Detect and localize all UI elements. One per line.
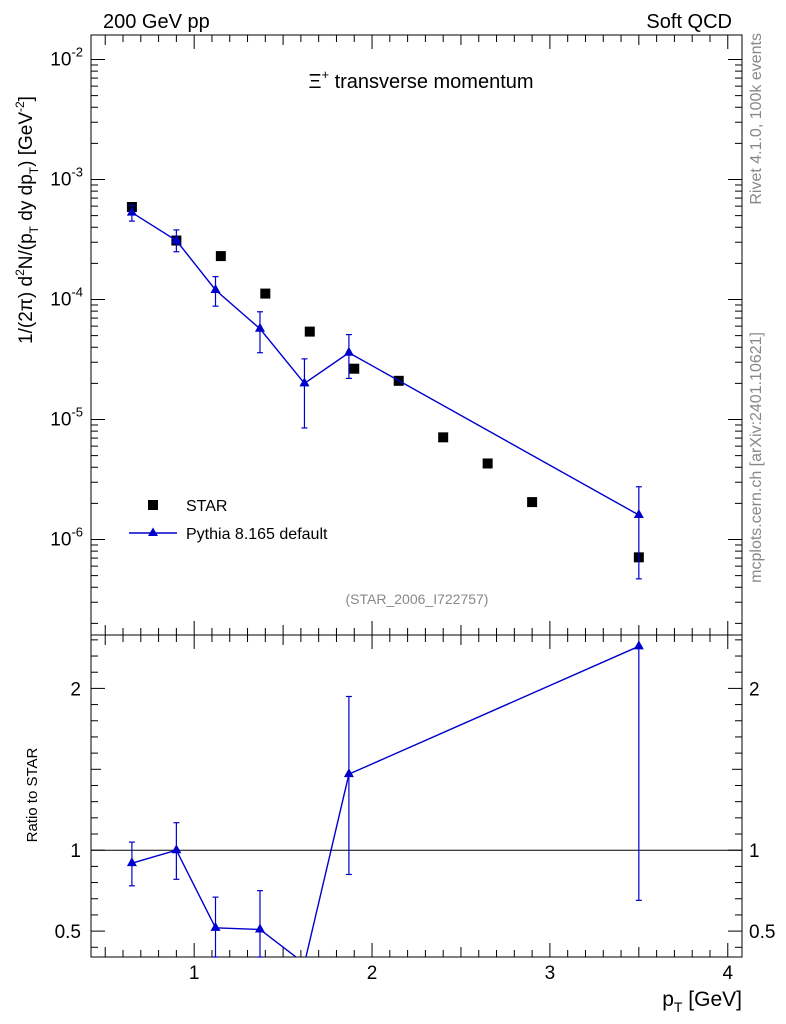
- ratio-ytick-label-left: 0.5: [55, 922, 81, 943]
- ratio-data-point: [254, 923, 265, 933]
- ratio-data-point: [210, 921, 221, 931]
- xtick-label: 3: [545, 963, 556, 984]
- ratio-data-point: [633, 640, 644, 650]
- ratio-data-point: [343, 768, 354, 778]
- main-y-axis-label: 1/(2π) d2N/(pT dy dpT) [GeV-2]: [13, 96, 41, 344]
- ratio-axis-ticks: 0.5 0.5 1 1 2 2 1 2 3 4: [55, 635, 775, 984]
- ratio-data-point: [126, 857, 137, 867]
- pythia-data-point: [299, 377, 310, 387]
- main-series-marks: [126, 201, 644, 580]
- legend-pythia-label: Pythia 8.165 default: [186, 526, 328, 543]
- ratio-ytick-label-right: 2: [749, 679, 760, 700]
- pythia-line: [131, 211, 640, 516]
- star-data-point: [527, 497, 538, 508]
- ratio-series-marks: [126, 640, 644, 958]
- legend: STAR Pythia 8.165 default: [129, 498, 328, 543]
- star-data-point: [215, 251, 226, 262]
- header-left-label: 200 GeV pp: [103, 11, 210, 33]
- main-ytick-label: 10-6: [50, 524, 83, 550]
- star-data-point: [482, 458, 493, 469]
- rivet-version-label: Rivet 4.1.0, 100k events: [748, 33, 765, 205]
- pythia-data-point: [254, 322, 265, 332]
- ratio-ytick-label-right: 0.5: [749, 922, 775, 943]
- star-data-point: [260, 288, 271, 299]
- star-data-point: [438, 432, 449, 443]
- main-ytick-label: 10-2: [50, 44, 83, 70]
- pythia-data-point: [210, 283, 221, 293]
- xtick-label: 2: [367, 963, 378, 984]
- ratio-panel-frame: [90, 634, 743, 958]
- xtick-label: 4: [722, 963, 733, 984]
- ratio-data-point: [171, 844, 182, 854]
- plot-title: Ξ+ transverse momentum: [308, 67, 533, 93]
- ratio-ytick-label-left: 1: [70, 841, 81, 862]
- pythia-data-point: [171, 234, 182, 244]
- x-axis-label: pT [GeV]: [662, 988, 742, 1015]
- star-data-point: [349, 363, 360, 374]
- mcplots-label: mcplots.cern.ch [arXiv:2401.10621]: [748, 332, 765, 583]
- ratio-ytick-label-left: 2: [70, 679, 81, 700]
- main-ytick-label: 10-3: [50, 164, 83, 190]
- pythia-data-point: [343, 346, 354, 356]
- legend-pythia-marker: [148, 527, 158, 536]
- pythia-data-point: [126, 206, 137, 216]
- ratio-y-axis-label: Ratio to STAR: [24, 747, 41, 842]
- star-data-point: [304, 326, 315, 337]
- legend-star-label: STAR: [186, 498, 227, 515]
- analysis-watermark: (STAR_2006_I722757): [346, 591, 489, 607]
- main-ytick-label: 10-4: [50, 284, 83, 310]
- legend-star-marker: [148, 500, 158, 510]
- ratio-pythia-line: [131, 645, 640, 957]
- header-right-label: Soft QCD: [646, 11, 732, 33]
- pythia-data-point: [633, 509, 644, 518]
- main-axis-ticks: 10-6 10-5 10-4 10-3 10-2: [50, 35, 742, 635]
- main-panel-frame: [90, 34, 743, 636]
- xtick-label: 1: [189, 963, 200, 984]
- ratio-ytick-label-right: 1: [749, 841, 760, 862]
- main-ytick-label: 10-5: [50, 404, 83, 430]
